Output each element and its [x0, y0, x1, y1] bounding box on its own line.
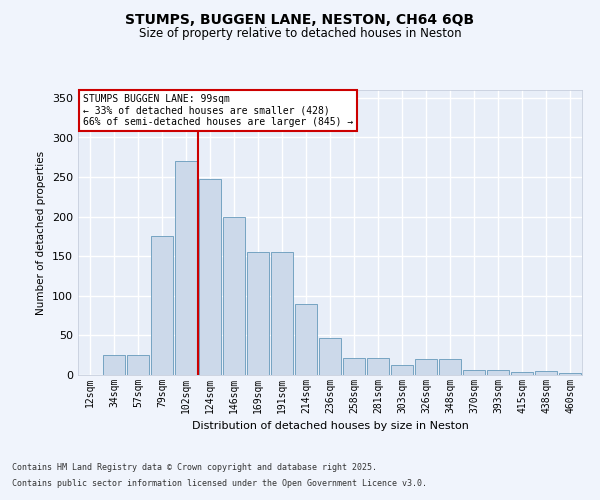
Bar — [439, 359, 461, 375]
Bar — [535, 371, 557, 375]
Bar — [199, 178, 221, 375]
Bar — [127, 355, 149, 375]
Bar — [367, 358, 389, 375]
Bar — [247, 252, 269, 375]
X-axis label: Distribution of detached houses by size in Neston: Distribution of detached houses by size … — [191, 422, 469, 432]
Bar — [511, 372, 533, 375]
Text: Contains public sector information licensed under the Open Government Licence v3: Contains public sector information licen… — [12, 478, 427, 488]
Bar — [559, 374, 581, 375]
Bar — [295, 304, 317, 375]
Text: STUMPS BUGGEN LANE: 99sqm
← 33% of detached houses are smaller (428)
66% of semi: STUMPS BUGGEN LANE: 99sqm ← 33% of detac… — [83, 94, 353, 128]
Text: STUMPS, BUGGEN LANE, NESTON, CH64 6QB: STUMPS, BUGGEN LANE, NESTON, CH64 6QB — [125, 12, 475, 26]
Bar — [223, 216, 245, 375]
Bar — [151, 236, 173, 375]
Text: Contains HM Land Registry data © Crown copyright and database right 2025.: Contains HM Land Registry data © Crown c… — [12, 464, 377, 472]
Bar — [415, 359, 437, 375]
Bar — [271, 252, 293, 375]
Bar — [103, 355, 125, 375]
Bar — [343, 358, 365, 375]
Bar — [487, 370, 509, 375]
Bar — [391, 364, 413, 375]
Bar — [175, 161, 197, 375]
Text: Size of property relative to detached houses in Neston: Size of property relative to detached ho… — [139, 28, 461, 40]
Bar — [463, 370, 485, 375]
Bar — [319, 338, 341, 375]
Y-axis label: Number of detached properties: Number of detached properties — [37, 150, 46, 314]
